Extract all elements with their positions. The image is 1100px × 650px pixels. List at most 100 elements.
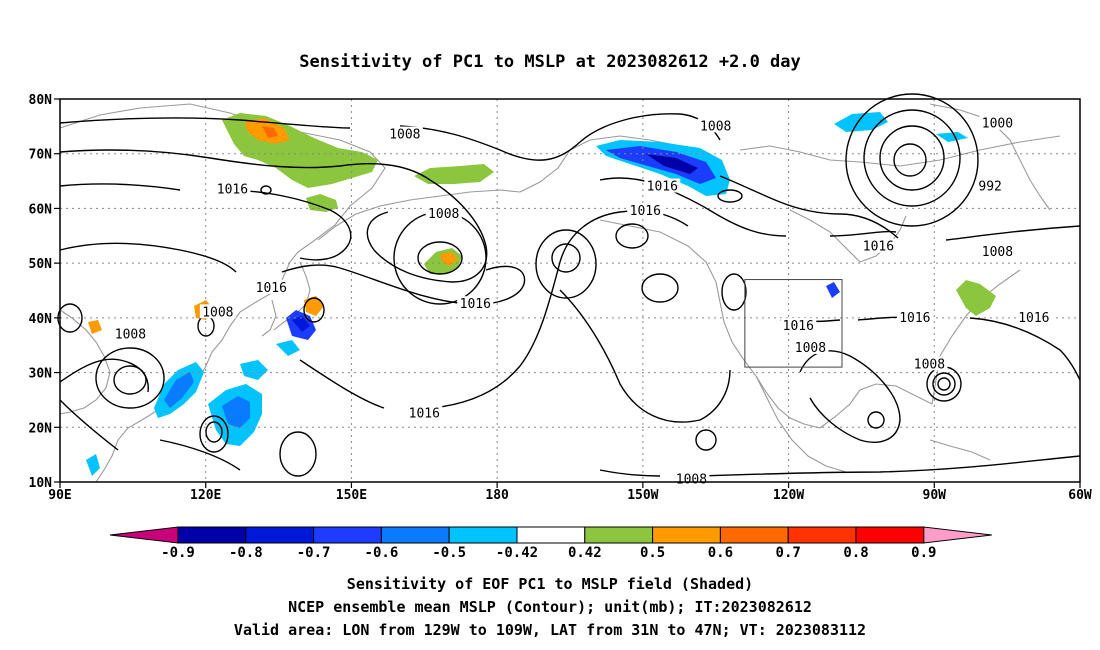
footer-line-2: NCEP ensemble mean MSLP (Contour); unit(… (288, 598, 812, 616)
contour-labels: 1008 1008 1000 992 1016 1016 1016 1016 1008 1008 1… (112, 115, 1052, 487)
contour-label-1: 1008 (700, 119, 731, 134)
lat-tick-label-6: 20N (29, 421, 53, 436)
contour-label-bg-14 (780, 318, 817, 333)
contour-label-0: 1008 (389, 128, 420, 143)
contour-label-5: 1016 (647, 180, 678, 195)
contour-label-bg-1 (697, 118, 734, 133)
contour-1016-asia (59, 242, 341, 273)
contour-label-13: 1008 (115, 327, 146, 342)
map-background (60, 99, 1080, 482)
shade-japan-darkblue (292, 316, 310, 332)
contour-closed-bering (717, 189, 743, 203)
contour-closed-china (113, 365, 147, 395)
colorbar-segment-4 (448, 526, 518, 544)
contour-1008-canada (719, 175, 1081, 241)
contour-label-bg-18 (911, 356, 948, 371)
contour-1008-gulf (799, 350, 901, 443)
contour-closed-ph2 (199, 415, 229, 453)
contour-label-bg-9 (425, 205, 462, 220)
contour-closed-sea (695, 429, 717, 451)
contour-label-3: 992 (978, 180, 1001, 195)
contour-label-bg-5 (644, 178, 681, 193)
contour-label-15: 1008 (795, 341, 826, 356)
shade-okinawa-blue (276, 340, 300, 356)
contour-closed-wp (279, 431, 317, 477)
shade-alaska-midblue (606, 146, 716, 184)
contour-low-arctic-inner (879, 125, 945, 191)
contour-label-bg-16 (896, 309, 933, 324)
lon-tick-label-6: 90W (923, 488, 947, 503)
contour-label-bg-4 (214, 181, 251, 196)
shade-northpacific-orange (440, 252, 458, 266)
shade-eastchina-midblue (164, 372, 194, 408)
footer-line-3: Valid area: LON from 129W to 109W, LAT f… (234, 621, 866, 639)
contour-low-arctic-outer (845, 93, 979, 227)
contour-closed-high-e (641, 273, 679, 303)
contour-label-bg-3 (976, 178, 1005, 193)
contour-closed-aleutian (417, 241, 463, 275)
contour-label-bg-7 (860, 238, 897, 253)
contour-closed-high-c (615, 223, 649, 249)
coastline-gulf (819, 383, 933, 429)
coastlines (59, 103, 1061, 483)
colorbar-label-7: 0.5 (640, 545, 665, 561)
colorbar-label-2: -0.7 (297, 545, 331, 561)
colorbar-segment-9 (787, 526, 857, 544)
contour-label-bg-15 (792, 339, 829, 354)
contour-label-bg-12 (199, 304, 236, 319)
lat-tick-label-7: 10N (29, 476, 53, 491)
lon-tick-label-5: 120W (773, 488, 804, 503)
colorbar-segment-3 (380, 526, 450, 544)
footer-line-1: Sensitivity of EOF PC1 to MSLP field (Sh… (347, 575, 753, 593)
shade-scs-blue (86, 454, 100, 476)
lat-tick-label-3: 50N (29, 257, 53, 272)
shade-siberia-red (262, 126, 278, 138)
contour-label-bg-10 (253, 279, 290, 294)
contour-label-bg-13 (112, 326, 149, 341)
contour-label-14: 1016 (783, 319, 814, 334)
colorbar-arrow-right (923, 526, 992, 544)
shade-kamchatka-green (306, 194, 338, 212)
coastline-greenland (929, 103, 1051, 211)
contour-label-20: 1008 (676, 472, 707, 487)
colorbar-segment-2 (313, 526, 382, 544)
coastline-hudson-bay (789, 209, 907, 263)
colorbar-segment-0 (177, 526, 247, 544)
lon-tick-label-0: 90E (48, 488, 71, 503)
map-frame (59, 98, 1081, 483)
contour-label-19: 1016 (409, 407, 440, 422)
contour-low-arctic-core (893, 143, 927, 177)
contour-closed-gulf-small (867, 411, 885, 429)
shade-alaska-darkblue (646, 154, 698, 174)
contour-closed-siberia-small (260, 185, 272, 195)
contour-closed-china2 (95, 347, 165, 409)
chart-title: Sensitivity of PC1 to MSLP at 2023082612… (299, 52, 801, 72)
contour-label-bg-2 (979, 115, 1016, 130)
contour-label-16: 1016 (899, 311, 930, 326)
colorbar-segment-8 (719, 526, 789, 544)
lat-tick-label-1: 70N (29, 148, 53, 163)
latitude-axis: 80N 70N 60N 50N 40N 30N 20N 10N (29, 93, 60, 491)
coastline-north-america-west (599, 219, 821, 429)
shade-east-siberia-green (414, 164, 494, 184)
contour-label-2: 1000 (982, 117, 1013, 132)
lat-tick-label-0: 80N (29, 93, 53, 108)
colorbar-label-11: 0.9 (911, 545, 936, 561)
colorbar-label-4: -0.5 (432, 545, 466, 561)
colorbar-arrow-left (109, 526, 179, 544)
contour-label-18: 1008 (914, 357, 945, 372)
coastline-korea (261, 299, 277, 337)
contour-label-12: 1008 (202, 305, 233, 320)
contour-closed-high-w2 (535, 229, 597, 299)
longitude-axis: 90E 120E 150E 180 150W 120W 90W 60W (48, 482, 1092, 503)
coastline-india (59, 309, 111, 415)
colorbar-label-3: -0.6 (365, 545, 399, 561)
lon-tick-label-2: 150E (336, 488, 367, 503)
lon-tick-label-7: 60W (1068, 488, 1092, 503)
contour-label-bg-8 (979, 244, 1016, 259)
colorbar-label-9: 0.7 (776, 545, 801, 561)
lon-tick-label-4: 150W (627, 488, 658, 503)
colorbar: -0.9 -0.8 -0.7 -0.6 -0.5 -0.42 0.42 0.5 0.6 0.7 0.… (109, 526, 992, 561)
contour-label-bg-19 (406, 405, 443, 420)
lon-tick-label-1: 120E (190, 488, 221, 503)
